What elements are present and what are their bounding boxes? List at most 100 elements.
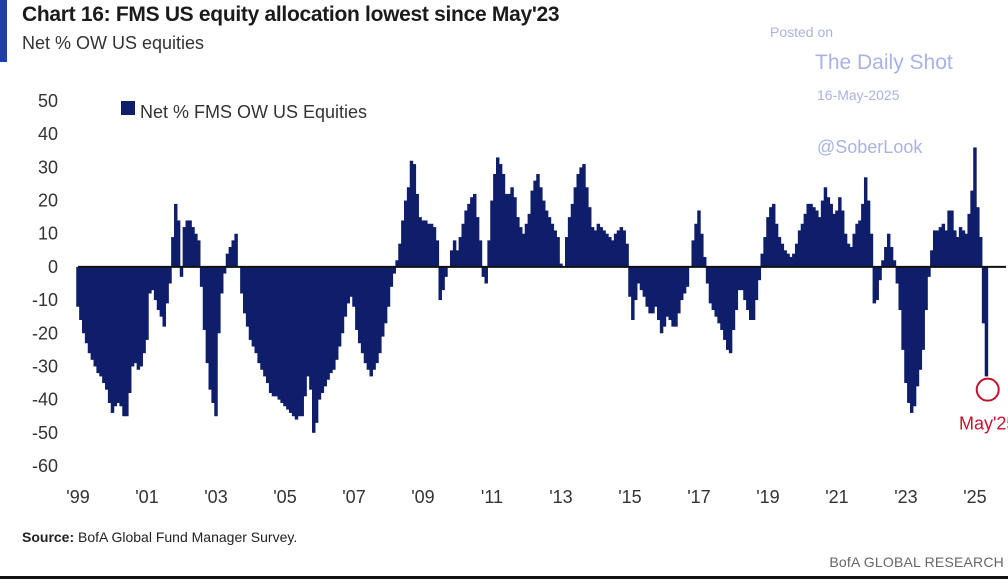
bar xyxy=(185,220,189,267)
bar xyxy=(472,193,477,267)
bar xyxy=(740,266,744,291)
y-tick-label: -10 xyxy=(32,290,58,310)
bar xyxy=(116,266,120,403)
x-tick-label: '05 xyxy=(273,487,296,507)
bar xyxy=(832,213,836,267)
bar xyxy=(547,217,552,267)
bar xyxy=(421,220,425,267)
bar xyxy=(794,243,799,267)
bar xyxy=(593,230,598,267)
bar xyxy=(366,266,371,370)
bar xyxy=(470,197,474,267)
bar xyxy=(892,260,897,267)
bar xyxy=(815,210,819,267)
bar xyxy=(697,210,701,267)
bar xyxy=(731,266,736,330)
bar xyxy=(493,174,497,267)
bar xyxy=(734,266,739,311)
bar xyxy=(728,266,733,354)
bar xyxy=(153,266,158,301)
bar xyxy=(840,210,845,267)
bar xyxy=(717,266,721,324)
bar xyxy=(358,266,362,344)
bar xyxy=(326,266,330,380)
bar xyxy=(303,266,307,397)
x-tick-label: '07 xyxy=(342,487,365,507)
bar xyxy=(654,266,658,307)
bar xyxy=(82,266,86,334)
x-tick-label: '11 xyxy=(481,487,503,507)
annotation-circle xyxy=(975,377,1000,402)
bar xyxy=(228,247,233,267)
bar xyxy=(386,266,391,307)
bar xyxy=(524,223,529,267)
bar xyxy=(527,213,532,267)
bar xyxy=(406,187,411,267)
bar xyxy=(924,266,928,311)
x-tick-label: '01 xyxy=(135,487,158,507)
bar xyxy=(944,230,948,267)
bar xyxy=(199,266,204,287)
bar xyxy=(648,266,652,314)
bar xyxy=(536,174,540,267)
bar xyxy=(168,266,172,284)
bar xyxy=(360,266,365,354)
y-axis-ticks: 50 40 30 20 10 0 -10 -20 -30 -40 -50 -60 xyxy=(32,91,58,476)
bar xyxy=(401,220,405,267)
legend: Net % FMS OW US Equities xyxy=(121,101,367,122)
bar xyxy=(418,217,422,267)
bar xyxy=(846,243,851,267)
bar xyxy=(639,266,644,291)
bar xyxy=(677,266,681,314)
bar xyxy=(329,266,333,374)
bar xyxy=(429,223,434,267)
bar xyxy=(668,266,672,320)
bar xyxy=(886,233,891,267)
bar xyxy=(884,247,888,267)
bar xyxy=(714,266,718,317)
bar xyxy=(395,260,399,267)
bar xyxy=(656,266,661,320)
x-tick-label: '25 xyxy=(963,487,986,507)
bar xyxy=(504,193,509,267)
bar xyxy=(176,220,181,267)
bar xyxy=(737,266,741,291)
bar xyxy=(930,250,934,267)
bar xyxy=(381,266,385,337)
bar xyxy=(576,174,580,267)
bar xyxy=(858,220,862,267)
bar xyxy=(243,266,247,314)
bar xyxy=(426,223,431,267)
bar xyxy=(105,266,109,390)
bar xyxy=(188,220,192,267)
bar xyxy=(694,223,698,267)
y-tick-label: -50 xyxy=(32,423,58,443)
bar xyxy=(665,266,670,317)
bar xyxy=(582,164,586,267)
bar xyxy=(481,266,486,277)
bar xyxy=(222,266,227,274)
bar xyxy=(674,266,678,327)
bar xyxy=(757,266,762,281)
bar xyxy=(289,266,293,413)
annotation-label: May'25 xyxy=(959,414,1008,434)
bar xyxy=(211,266,215,403)
bar xyxy=(539,187,543,267)
bar xyxy=(490,200,494,267)
bar xyxy=(602,230,606,267)
bar xyxy=(286,266,290,410)
y-tick-label: 30 xyxy=(38,157,58,177)
bar xyxy=(240,266,244,294)
bar xyxy=(389,266,394,287)
bar xyxy=(136,266,141,370)
bar xyxy=(398,243,402,267)
bar xyxy=(501,174,506,267)
bar xyxy=(809,203,813,267)
bar xyxy=(835,210,839,267)
bar xyxy=(541,200,546,267)
bar xyxy=(953,230,957,267)
bar xyxy=(797,230,802,267)
bar xyxy=(573,187,578,267)
bar xyxy=(87,266,92,354)
bar xyxy=(651,266,655,314)
